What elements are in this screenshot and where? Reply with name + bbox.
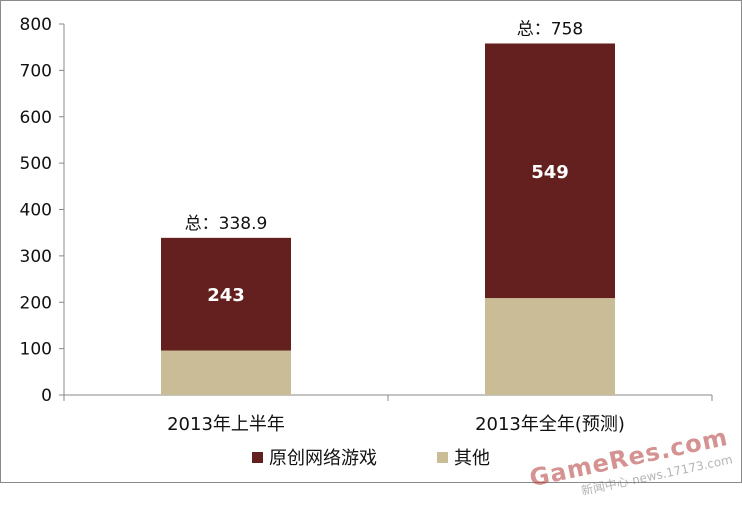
- data-label: 243: [207, 285, 245, 306]
- bar-segment-original-games: [485, 43, 615, 299]
- x-tick-label: 2013年全年(预测): [475, 414, 625, 435]
- legend-swatch-original-games: [252, 451, 263, 463]
- total-label: 总：758: [517, 19, 583, 39]
- legend-label-original-games: 原创网络游戏: [269, 448, 377, 469]
- y-tick-label: 800: [20, 15, 52, 35]
- x-tick-label: 2013年上半年: [167, 414, 285, 435]
- y-tick-label: 600: [20, 108, 52, 128]
- y-tick-label: 0: [41, 386, 52, 406]
- axes: 0 100 200 300 400 500 600 700 800: [20, 15, 713, 406]
- y-tick-label: 300: [20, 247, 52, 267]
- legend: 原创网络游戏 其他: [0, 444, 742, 470]
- data-label: 549: [531, 162, 569, 183]
- legend-item-other: 其他: [437, 444, 490, 470]
- bars: [161, 43, 615, 395]
- y-tick-label: 500: [20, 154, 52, 174]
- bar-segment-other: [485, 298, 615, 395]
- legend-swatch-other: [437, 451, 448, 463]
- legend-item-original-games: 原创网络游戏: [252, 444, 377, 470]
- labels: 243 总：338.9 2013年上半年 549 总：758 2013年全年(预测): [167, 19, 625, 435]
- y-tick-label: 200: [20, 293, 52, 313]
- y-tick-label: 100: [20, 340, 52, 360]
- bar-segment-original-games: [161, 237, 291, 351]
- stacked-bar-chart: 0 100 200 300 400 500 600 700 800 243 总：338.9 2013…: [20, 15, 713, 435]
- total-label: 总：338.9: [185, 214, 268, 234]
- y-tick-label: 400: [20, 201, 52, 221]
- bar-segment-other: [161, 350, 291, 395]
- y-tick-label: 700: [20, 61, 52, 81]
- legend-label-other: 其他: [454, 448, 490, 469]
